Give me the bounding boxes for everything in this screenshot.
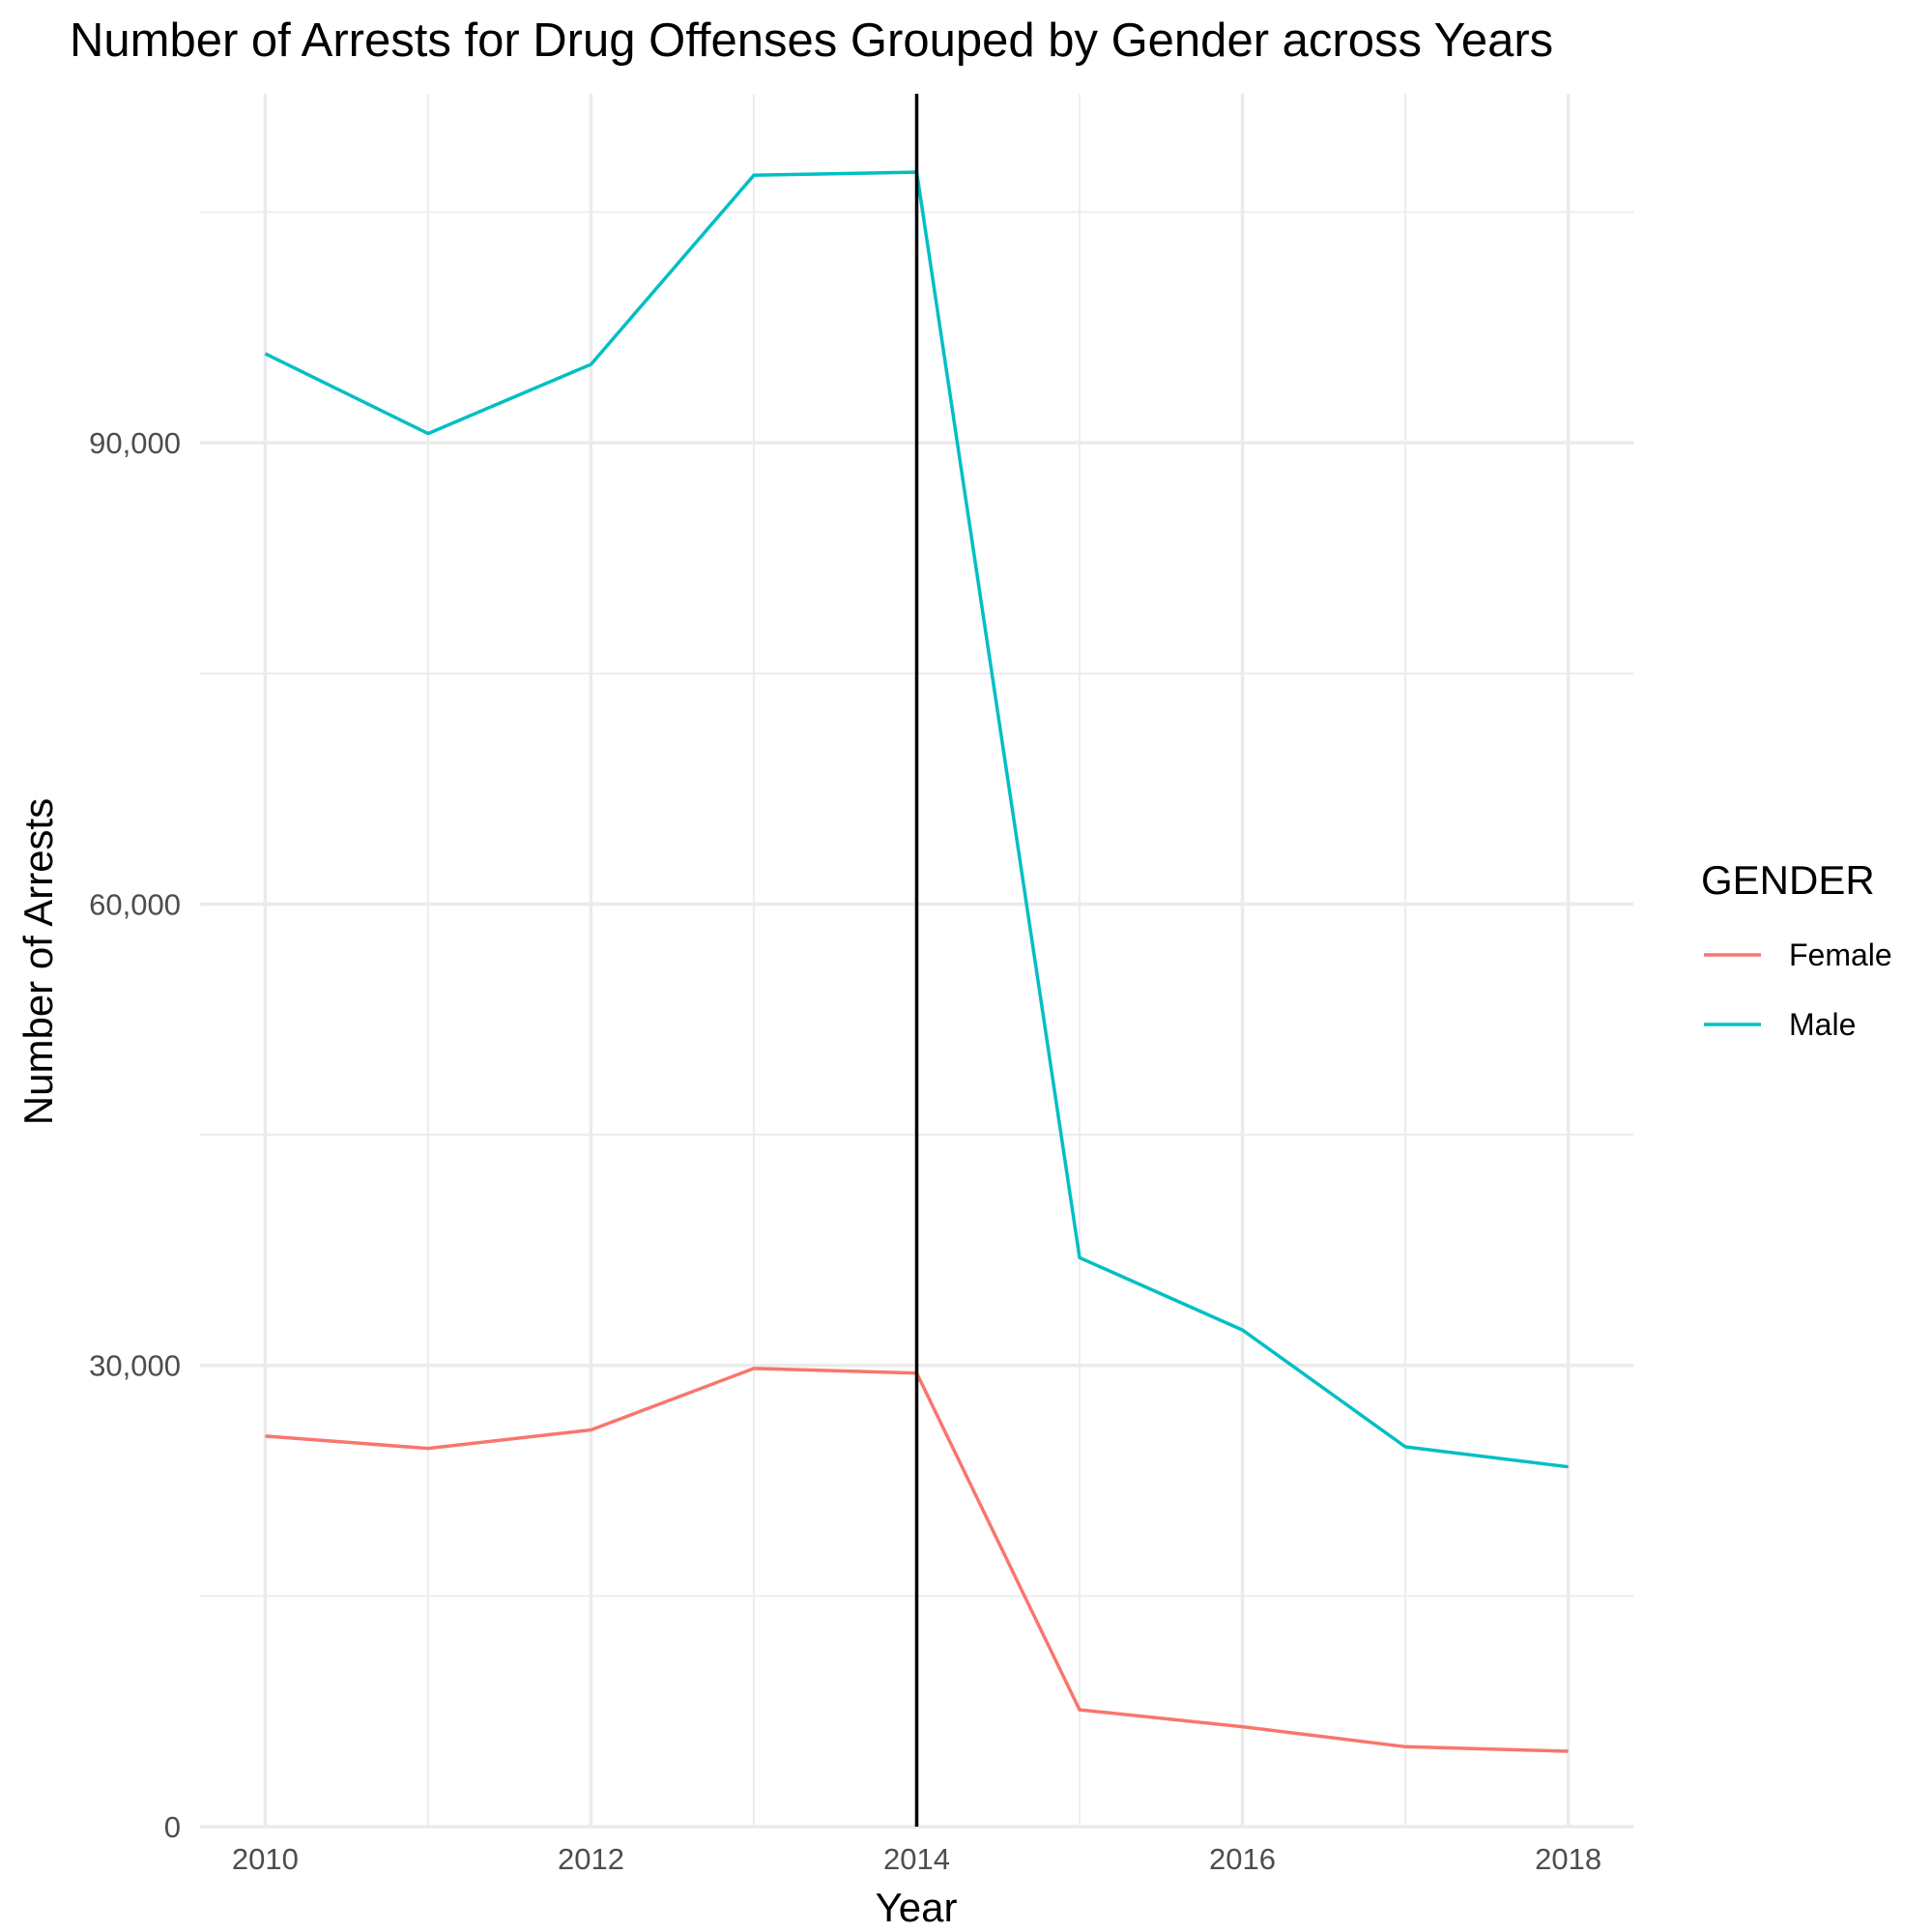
x-axis-title: Year <box>876 1885 958 1930</box>
x-tick-label: 2016 <box>1209 1842 1276 1876</box>
y-tick-label: 30,000 <box>89 1349 181 1383</box>
x-tick-label: 2018 <box>1535 1842 1601 1876</box>
x-tick-label: 2010 <box>232 1842 299 1876</box>
legend-title: GENDER <box>1701 857 1875 903</box>
major-gridlines <box>200 94 1633 1829</box>
y-axis-tick-labels: 0 30,000 60,000 90,000 <box>89 426 181 1844</box>
y-axis-title: Number of Arrests <box>15 798 61 1125</box>
y-tick-label: 90,000 <box>89 426 181 460</box>
chart-title: Number of Arrests for Drug Offenses Grou… <box>70 14 1553 67</box>
y-tick-label: 0 <box>164 1810 181 1844</box>
minor-gridlines <box>200 94 1633 1827</box>
x-tick-label: 2014 <box>883 1842 950 1876</box>
x-axis-tick-labels: 2010 2012 2014 2016 2018 <box>232 1842 1601 1876</box>
legend-label-female: Female <box>1789 937 1892 972</box>
legend: GENDER Female Male <box>1701 857 1892 1042</box>
legend-label-male: Male <box>1789 1007 1856 1042</box>
y-tick-label: 60,000 <box>89 887 181 921</box>
legend-items: Female Male <box>1704 937 1892 1042</box>
x-tick-label: 2012 <box>558 1842 624 1876</box>
